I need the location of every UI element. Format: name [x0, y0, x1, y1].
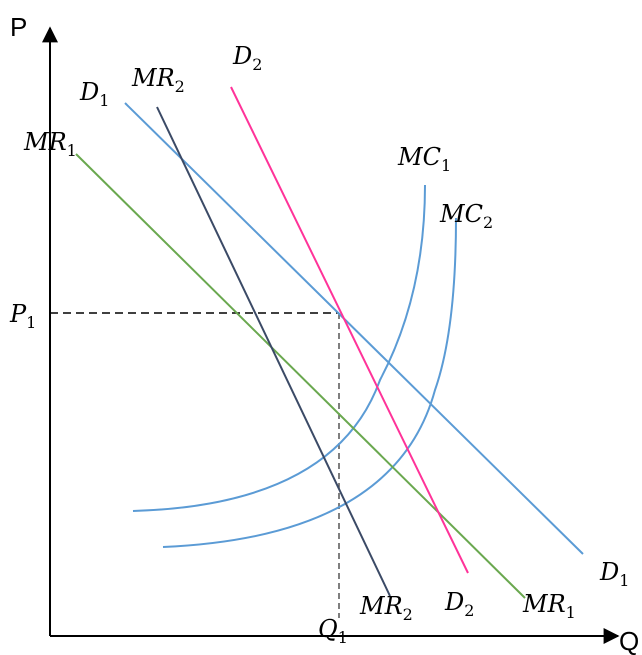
d1-line	[124, 102, 584, 555]
label-mc2: MC2	[439, 200, 493, 232]
label-d1-bottom: D1	[599, 558, 629, 590]
mc2-curve	[162, 217, 457, 548]
label-p1: P1	[9, 300, 36, 332]
label-d2-bottom: D2	[444, 588, 474, 620]
label-mr2-bottom: MR2	[359, 592, 413, 624]
label-d1-top: D1	[79, 78, 109, 110]
label-q1: Q1	[318, 615, 348, 647]
label-mr1-bottom: MR1	[522, 590, 576, 622]
mr1-line	[75, 153, 526, 599]
x-axis-label: Q	[619, 626, 639, 655]
label-d2-top: D2	[232, 42, 262, 74]
mr2-line	[156, 106, 391, 597]
label-mr1-top: MR1	[23, 128, 77, 160]
label-mr2-top: MR2	[131, 64, 185, 96]
y-axis-label: P	[10, 12, 27, 42]
label-mc1: MC1	[397, 143, 451, 175]
d2-line	[230, 86, 469, 574]
mc1-curve	[132, 184, 426, 512]
